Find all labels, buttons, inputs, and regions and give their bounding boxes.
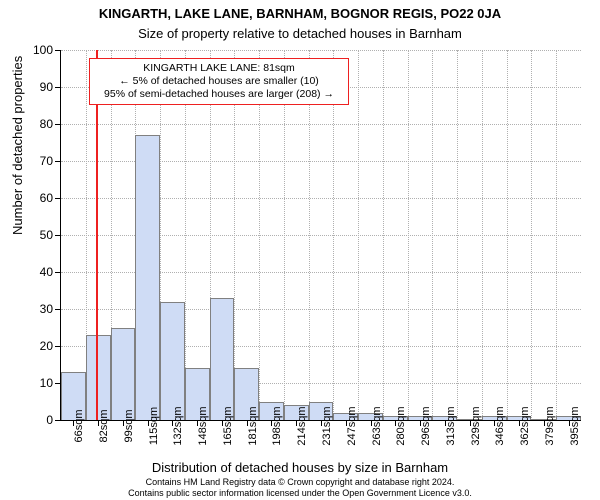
y-tick-label: 50 [40,228,53,242]
y-tick-label: 40 [40,265,53,279]
y-tick-label: 90 [40,80,53,94]
y-tick-label: 10 [40,376,53,390]
x-tick-label: 165sqm [222,406,234,445]
x-tick-label: 198sqm [271,406,283,445]
reference-marker-line [96,50,98,420]
histogram-bar [160,302,185,420]
x-tick-label: 82sqm [98,409,110,442]
x-tick-label: 296sqm [420,406,432,445]
y-tick [55,198,61,199]
gridline-vertical [507,50,508,420]
x-tick-label: 379sqm [544,406,556,445]
y-tick-label: 30 [40,302,53,316]
footer-line: Contains public sector information licen… [0,488,600,498]
histogram-bar [111,328,136,421]
gridline-vertical [309,50,310,420]
gridline-vertical [234,50,235,420]
histogram-bar [210,298,235,420]
x-tick-label: 362sqm [519,406,531,445]
gridline-vertical [284,50,285,420]
y-tick [55,420,61,421]
gridline-vertical [185,50,186,420]
y-tick-label: 20 [40,339,53,353]
y-tick [55,309,61,310]
y-tick [55,235,61,236]
annotation-line: ← 5% of detached houses are smaller (10) [93,75,345,88]
gridline-vertical [457,50,458,420]
page-title-line2: Size of property relative to detached ho… [0,26,600,41]
x-tick-label: 214sqm [296,406,308,445]
y-tick [55,161,61,162]
y-tick-label: 70 [40,154,53,168]
x-tick-label: 346sqm [494,406,506,445]
gridline-vertical [358,50,359,420]
x-tick-label: 329sqm [470,406,482,445]
x-tick-label: 280sqm [395,406,407,445]
chart-container: KINGARTH, LAKE LANE, BARNHAM, BOGNOR REG… [0,0,600,500]
x-tick-label: 99sqm [123,409,135,442]
plot-area: 010203040506070809010066sqm82sqm99sqm115… [60,50,581,421]
y-tick [55,346,61,347]
y-tick-label: 0 [46,413,53,427]
y-tick-label: 60 [40,191,53,205]
x-tick-label: 66sqm [73,409,85,442]
footer-attribution: Contains HM Land Registry data © Crown c… [0,477,600,498]
y-tick [55,87,61,88]
gridline-vertical [556,50,557,420]
y-tick [55,272,61,273]
x-tick-label: 181sqm [247,406,259,445]
gridline-vertical [482,50,483,420]
y-tick [55,124,61,125]
x-tick-label: 313sqm [445,406,457,445]
annotation-line: 95% of semi-detached houses are larger (… [93,88,345,101]
annotation-box: KINGARTH LAKE LANE: 81sqm ← 5% of detach… [89,58,349,105]
y-tick [55,50,61,51]
gridline-horizontal [61,124,581,125]
y-tick-label: 100 [33,43,53,57]
x-tick-label: 148sqm [197,406,209,445]
gridline-vertical [333,50,334,420]
gridline-vertical [531,50,532,420]
y-tick-label: 80 [40,117,53,131]
page-title-line1: KINGARTH, LAKE LANE, BARNHAM, BOGNOR REG… [0,6,600,21]
gridline-horizontal [61,50,581,51]
x-tick-label: 247sqm [346,406,358,445]
x-tick-label: 231sqm [321,406,333,445]
x-tick-label: 132sqm [172,406,184,445]
x-axis-title: Distribution of detached houses by size … [0,460,600,475]
gridline-vertical [259,50,260,420]
x-tick-label: 115sqm [148,407,160,445]
gridline-vertical [408,50,409,420]
y-axis-title: Number of detached properties [10,56,25,235]
x-tick-label: 395sqm [569,406,581,445]
x-tick-label: 263sqm [371,406,383,445]
histogram-bar [135,135,160,420]
footer-line: Contains HM Land Registry data © Crown c… [0,477,600,487]
gridline-vertical [432,50,433,420]
annotation-line: KINGARTH LAKE LANE: 81sqm [93,62,345,75]
gridline-vertical [383,50,384,420]
